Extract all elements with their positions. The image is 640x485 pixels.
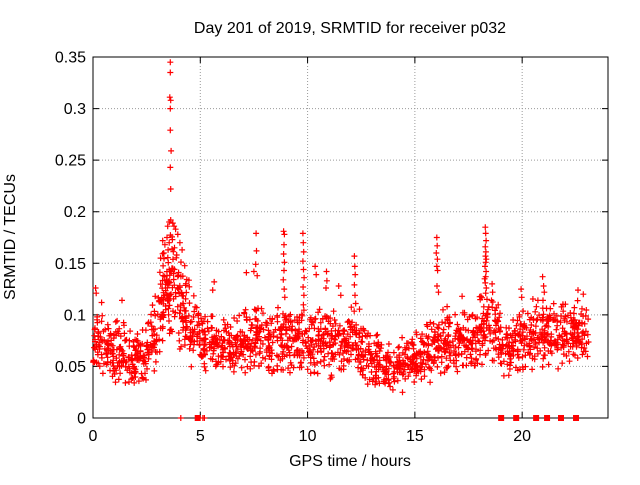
y-tick-label: 0.05	[55, 359, 86, 376]
zero-value-square-marker	[513, 415, 520, 421]
grid-layer	[93, 57, 608, 418]
y-tick-label: 0.3	[64, 101, 86, 118]
x-tick-label: 15	[406, 428, 424, 445]
y-tick-label: 0.25	[55, 153, 86, 170]
tick-labels-layer: 0 5 10 15 20 0 0.05 0.1 0.15 0.2 0.25 0.3 0.35	[55, 50, 531, 446]
y-tick-label: 0.1	[64, 307, 86, 324]
zero-value-square-marker	[194, 415, 201, 421]
plot-border	[92, 56, 609, 419]
x-tick-label: 20	[513, 428, 531, 445]
x-tick-label: 5	[196, 428, 205, 445]
y-tick-label: 0	[77, 411, 86, 428]
gridlines	[93, 57, 608, 418]
scatter-points	[90, 59, 592, 421]
data-points-layer	[90, 59, 592, 421]
chart-title: Day 201 of 2019, SRMTID for receiver p03…	[194, 20, 506, 37]
x-tick-label: 10	[299, 428, 317, 445]
zero-value-square-marker	[498, 415, 505, 421]
zero-value-square-marker	[573, 415, 580, 421]
y-axis-label: SRMTID / TECUs	[2, 174, 19, 300]
y-tick-label: 0.35	[55, 50, 86, 67]
zero-value-square-marker	[544, 415, 551, 421]
zero-value-square-marker	[533, 415, 540, 421]
x-tick-label: 0	[89, 428, 98, 445]
zero-value-square-marker	[558, 415, 565, 421]
y-tick-label: 0.2	[64, 204, 86, 221]
x-axis-label: GPS time / hours	[289, 453, 411, 470]
y-tick-label: 0.15	[55, 256, 86, 273]
